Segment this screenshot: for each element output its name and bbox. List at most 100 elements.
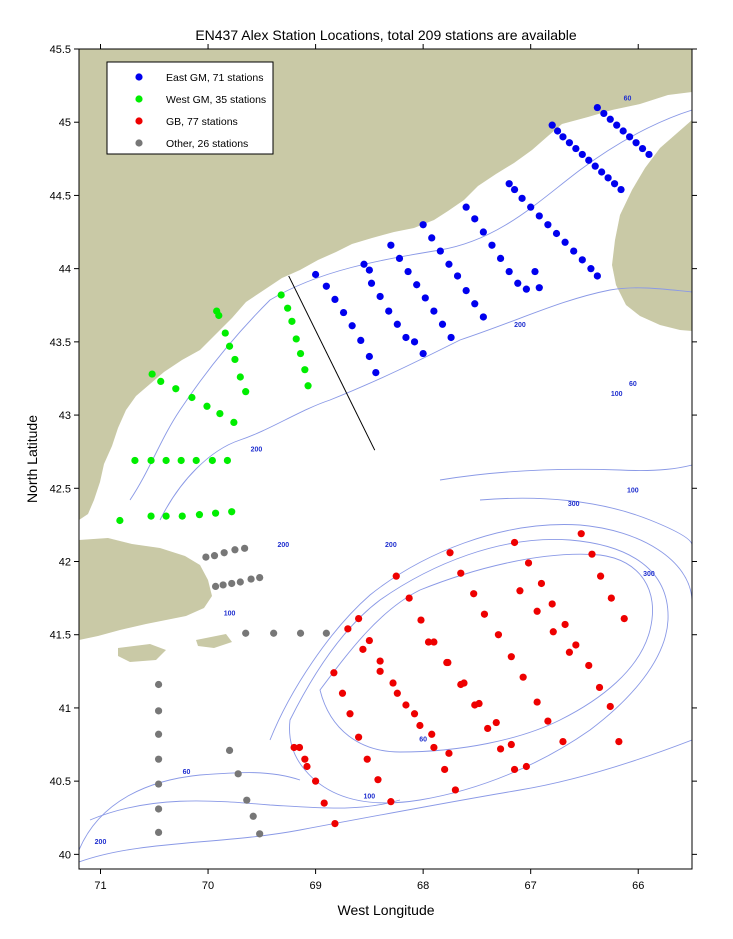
station-point-east-gm	[376, 292, 384, 301]
station-point-gb	[596, 572, 605, 580]
station-point-other	[236, 578, 244, 586]
station-point-other	[154, 730, 163, 738]
station-point-west-gm	[188, 393, 196, 402]
station-point-east-gm	[365, 352, 373, 361]
contour-label: 60	[624, 95, 632, 102]
station-point-east-gm	[505, 267, 513, 276]
station-point-east-gm	[488, 241, 496, 249]
station-point-east-gm	[522, 285, 530, 293]
station-point-east-gm	[410, 338, 419, 346]
station-point-east-gm	[413, 281, 421, 289]
plot-frame	[78, 48, 693, 870]
nova-scotia-land	[612, 120, 692, 331]
station-point-gb	[561, 620, 569, 629]
station-point-gb	[494, 631, 503, 639]
station-point-east-gm	[565, 139, 574, 147]
station-point-gb	[565, 648, 574, 656]
station-point-east-gm	[479, 313, 487, 321]
y-tick-label: 45.5	[50, 44, 71, 56]
station-point-gb	[577, 530, 585, 538]
station-point-east-gm	[438, 320, 447, 328]
station-point-gb	[533, 698, 541, 706]
legend-label-other: Other, 26 stations	[166, 138, 248, 150]
station-point-east-gm	[548, 121, 556, 129]
transect-line	[288, 275, 376, 451]
station-point-other	[249, 812, 257, 820]
contour-label: 200	[251, 447, 263, 454]
station-point-gb	[620, 615, 628, 623]
station-point-other	[154, 707, 163, 715]
station-point-west-gm	[231, 355, 239, 364]
station-point-gb	[338, 689, 347, 697]
station-point-east-gm	[632, 139, 640, 147]
station-point-gb	[588, 550, 596, 558]
station-point-east-gm	[572, 144, 580, 153]
contour-label: 300	[643, 571, 655, 578]
martha-vineyard-land	[118, 644, 166, 662]
station-point-west-gm	[292, 335, 300, 343]
contour-line-slope-100	[89, 799, 401, 821]
station-point-east-gm	[535, 212, 543, 220]
station-point-east-gm	[331, 295, 339, 303]
station-point-gb	[363, 755, 371, 763]
station-point-east-gm	[462, 203, 470, 211]
station-point-east-gm	[531, 267, 539, 276]
station-point-east-gm	[360, 260, 368, 268]
station-point-east-gm	[587, 265, 595, 273]
station-point-gb	[344, 625, 352, 633]
station-point-east-gm	[600, 109, 608, 118]
station-point-east-gm	[436, 247, 444, 255]
x-tick-label: 67	[525, 880, 537, 892]
legend-label-east-gm: East GM, 71 stations	[166, 72, 263, 84]
station-point-gb	[295, 743, 304, 752]
station-point-east-gm	[552, 229, 561, 238]
y-tick-label: 40	[59, 849, 71, 861]
station-point-east-gm	[619, 127, 627, 135]
station-point-west-gm	[203, 402, 211, 410]
station-point-gb	[507, 740, 515, 749]
station-point-west-gm	[148, 370, 156, 378]
station-point-gb	[355, 615, 363, 623]
station-point-east-gm	[419, 221, 427, 229]
station-point-east-gm	[387, 241, 395, 249]
station-point-other	[247, 575, 255, 583]
station-point-other	[154, 755, 163, 763]
x-tick-label: 70	[202, 880, 214, 892]
station-point-gb	[522, 762, 530, 771]
station-point-gb	[303, 762, 311, 771]
contour-label: 60	[419, 737, 427, 744]
contour-label: 60	[183, 769, 191, 776]
station-point-gb	[389, 679, 397, 687]
station-point-other	[225, 746, 234, 754]
station-point-gb	[359, 645, 367, 653]
station-point-gb	[480, 610, 489, 618]
station-point-gb	[430, 638, 438, 646]
station-point-gb	[393, 689, 401, 697]
legend-marker-east-gm	[135, 73, 143, 81]
station-point-gb	[311, 777, 320, 785]
station-point-west-gm	[131, 456, 139, 465]
station-point-gb	[510, 765, 519, 774]
station-point-gb	[516, 587, 524, 595]
station-point-east-gm	[593, 103, 601, 112]
station-point-gb	[484, 724, 492, 733]
station-point-gb	[392, 572, 400, 580]
station-point-gb	[559, 738, 567, 746]
station-point-east-gm	[428, 234, 436, 242]
station-point-west-gm	[242, 388, 250, 396]
station-point-gb	[301, 755, 309, 763]
station-point-east-gm	[311, 270, 320, 279]
station-point-east-gm	[645, 150, 653, 159]
station-point-east-gm	[561, 238, 569, 246]
station-point-gb	[507, 653, 515, 661]
y-axis-ticks: 40 40.5 41 41.5 42 42.5 43 43.5 44 44.5 45 45.5	[50, 44, 697, 861]
station-point-other	[296, 629, 305, 637]
station-point-gb	[533, 607, 541, 615]
station-point-gb	[524, 559, 533, 567]
station-point-east-gm	[610, 180, 619, 188]
station-point-other	[211, 582, 220, 590]
station-point-gb	[365, 636, 373, 645]
y-tick-label: 42	[59, 557, 71, 569]
station-point-gb	[417, 616, 425, 624]
station-point-gb	[460, 679, 468, 687]
